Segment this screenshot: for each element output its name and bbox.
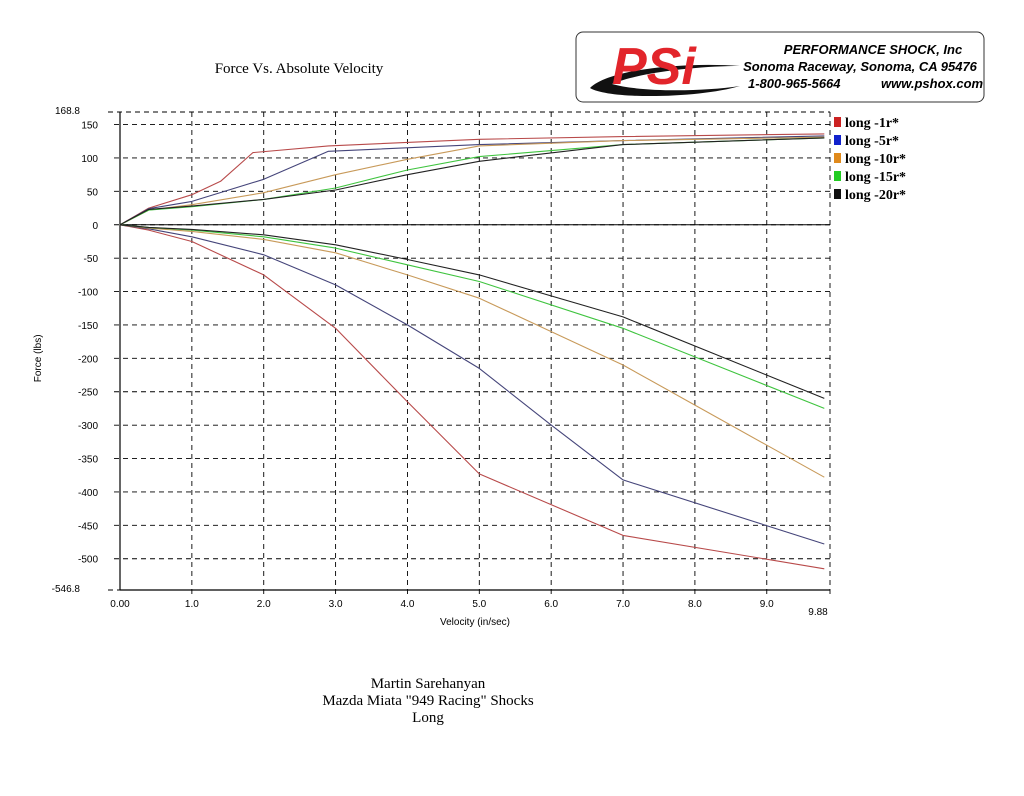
x-tick-label: 3.0 [329, 599, 343, 610]
legend-label-2: long -5r* [845, 134, 899, 149]
series-line-3-upper [119, 136, 825, 226]
x-tick-label: 5.0 [472, 599, 486, 610]
chart-caption: Martin Sarehanyan Mazda Miata "949 Racin… [250, 676, 606, 727]
series-line-4-lower [119, 224, 825, 409]
legend-swatch-5 [834, 189, 841, 199]
legend-swatch-4 [834, 171, 841, 181]
legend-swatch-1 [834, 117, 841, 127]
series-line-2-lower [119, 224, 825, 545]
x-tick-label: 9.88 [808, 607, 828, 618]
y-tick-label: -150 [78, 321, 98, 332]
y-tick-label: -100 [78, 288, 98, 299]
series-line-1-lower [119, 224, 825, 570]
y-tick-label: 168.8 [55, 106, 80, 117]
caption-author: Martin Sarehanyan [370, 676, 486, 692]
legend-label-1: long -1r* [845, 116, 899, 131]
series-line-2-upper [119, 135, 825, 226]
logo-mark: PSi [612, 38, 697, 96]
series-line-5-lower [119, 224, 825, 399]
logo-swoosh [590, 64, 740, 97]
y-tick-label: -250 [78, 388, 98, 399]
x-tick-label: 2.0 [257, 599, 271, 610]
legend-label-3: long -10r* [845, 152, 906, 167]
x-tick-label: 8.0 [688, 599, 702, 610]
x-tick-label: 4.0 [400, 599, 414, 610]
y-axis-label: Force (lbs) [33, 334, 44, 382]
series-line-5-upper [119, 137, 825, 226]
x-axis-label: Velocity (in/sec) [440, 617, 510, 628]
y-tick-label: -450 [78, 521, 98, 532]
x-tick-label: 1.0 [185, 599, 199, 610]
legend-swatch-2 [834, 135, 841, 145]
y-tick-label: 100 [81, 154, 98, 165]
company-location: Sonoma Raceway, Sonoma, CA 95476 [743, 59, 978, 74]
caption-setting: Long [412, 710, 444, 726]
y-tick-label: -300 [78, 421, 98, 432]
brand-logo-box: PSi PERFORMANCE SHOCK, Inc Sonoma Racewa… [575, 31, 985, 103]
caption-product: Mazda Miata "949 Racing" Shocks [322, 693, 534, 709]
company-website: www.pshox.com [881, 76, 984, 91]
legend-label-5: long -20r* [845, 188, 906, 203]
company-name: PERFORMANCE SHOCK, Inc [784, 42, 963, 57]
x-tick-label: 9.0 [760, 599, 774, 610]
y-tick-label: -400 [78, 488, 98, 499]
x-tick-label: 6.0 [544, 599, 558, 610]
x-tick-label: 7.0 [616, 599, 630, 610]
y-tick-label: -500 [78, 555, 98, 566]
y-tick-label: -50 [84, 254, 99, 265]
x-tick-label: 0.00 [110, 599, 130, 610]
legend: long -1r* long -5r* long -10r* long -15r* lo… [834, 116, 906, 203]
y-tick-label: 150 [81, 121, 98, 132]
legend-swatch-3 [834, 153, 841, 163]
y-tick-label: -200 [78, 354, 98, 365]
company-phone: 1-800-965-5664 [748, 76, 841, 91]
series-line-3-lower [119, 224, 825, 478]
series-line-4-upper [119, 137, 825, 226]
y-tick-label: -546.8 [52, 584, 81, 595]
y-tick-label: 50 [87, 187, 99, 198]
logo-border [575, 31, 985, 103]
series-line-1-upper [119, 133, 825, 226]
y-tick-label: 0 [92, 221, 98, 232]
y-tick-label: -350 [78, 455, 98, 466]
chart-title: Force Vs. Absolute Velocity [215, 61, 384, 77]
legend-label-4: long -15r* [845, 170, 906, 185]
